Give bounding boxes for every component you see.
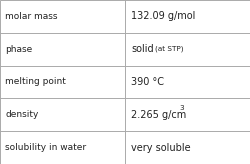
Text: solubility in water: solubility in water — [5, 143, 86, 152]
Text: very soluble: very soluble — [131, 143, 191, 153]
Text: phase: phase — [5, 45, 32, 54]
Text: 3: 3 — [179, 105, 184, 111]
Text: solid: solid — [131, 44, 154, 54]
Text: 390 °C: 390 °C — [131, 77, 164, 87]
Text: (at STP): (at STP) — [155, 46, 184, 52]
Text: molar mass: molar mass — [5, 12, 58, 21]
Text: density: density — [5, 110, 38, 119]
Text: 132.09 g/mol: 132.09 g/mol — [131, 11, 196, 21]
Text: 2.265 g/cm: 2.265 g/cm — [131, 110, 186, 120]
Text: melting point: melting point — [5, 78, 66, 86]
